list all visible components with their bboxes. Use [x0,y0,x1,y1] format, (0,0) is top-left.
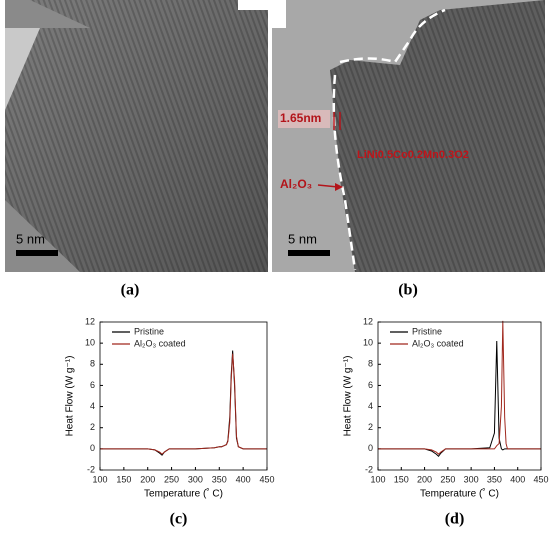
legend-label: Pristine [412,326,442,336]
x-axis-label: Temperature (˚ C) [420,488,499,500]
coating-label: Al₂O₃ [280,177,312,191]
x-tick-label: 300 [464,474,479,484]
y-tick-label: 4 [90,401,95,411]
y-tick-label: 8 [90,359,95,369]
scale-bar-label: 5 nm [16,231,45,246]
x-tick-label: 400 [510,474,525,484]
x-tick-label: 100 [92,474,107,484]
data-line [100,353,267,455]
y-tick-label: 0 [90,443,95,453]
caption: (a) [121,282,140,299]
tem-image-a: 5 nm [5,0,268,272]
x-tick-label: 450 [259,474,274,484]
x-tick-label: 250 [440,474,455,484]
y-tick-label: -2 [365,464,373,474]
y-tick-label: 2 [90,422,95,432]
x-tick-label: 450 [533,474,548,484]
y-axis-label: Heat Flow (W g⁻¹) [65,356,76,437]
y-tick-label: 12 [85,316,95,326]
y-tick-label: 2 [368,422,373,432]
y-tick-label: 6 [90,380,95,390]
thickness-label: 1.65nm [280,111,321,125]
x-tick-label: 250 [164,474,179,484]
legend-label: Al₂O₃ coated [412,338,464,348]
plot-frame [99,321,268,471]
data-line [378,341,541,458]
material-label: LiNi0.5Co0.2Mn0.3O2 [357,149,469,161]
caption: (b) [398,282,418,299]
x-tick-label: 400 [236,474,251,484]
x-axis-label: Temperature (˚ C) [144,488,223,500]
y-tick-label: 4 [368,401,373,411]
x-tick-label: 350 [487,474,502,484]
data-line [100,350,267,456]
y-tick-label: 10 [363,338,373,348]
y-tick-label: 12 [363,316,373,326]
tem-image-b: 1.65nm LiNi0.5Co0.2Mn0.3O2 Al₂O₃ 5 nm [272,0,545,272]
x-tick-label: 300 [188,474,203,484]
legend-label: Al₂O₃ coated [134,338,186,348]
x-tick-label: 150 [116,474,131,484]
caption: (c) [170,511,188,528]
x-tick-label: 200 [140,474,155,484]
scale-bar-label: 5 nm [288,231,317,246]
x-tick-label: 150 [394,474,409,484]
x-tick-label: 200 [417,474,432,484]
caption: (d) [445,511,465,528]
y-tick-label: 10 [85,338,95,348]
y-axis-label: Heat Flow (W g⁻¹) [343,356,354,437]
y-tick-label: 6 [368,380,373,390]
plot-frame [377,321,542,471]
x-tick-label: 100 [370,474,385,484]
y-tick-label: 0 [368,443,373,453]
legend-label: Pristine [134,326,164,336]
data-line [378,320,541,455]
x-tick-label: 350 [212,474,227,484]
y-tick-label: -2 [87,464,95,474]
y-tick-label: 8 [368,359,373,369]
